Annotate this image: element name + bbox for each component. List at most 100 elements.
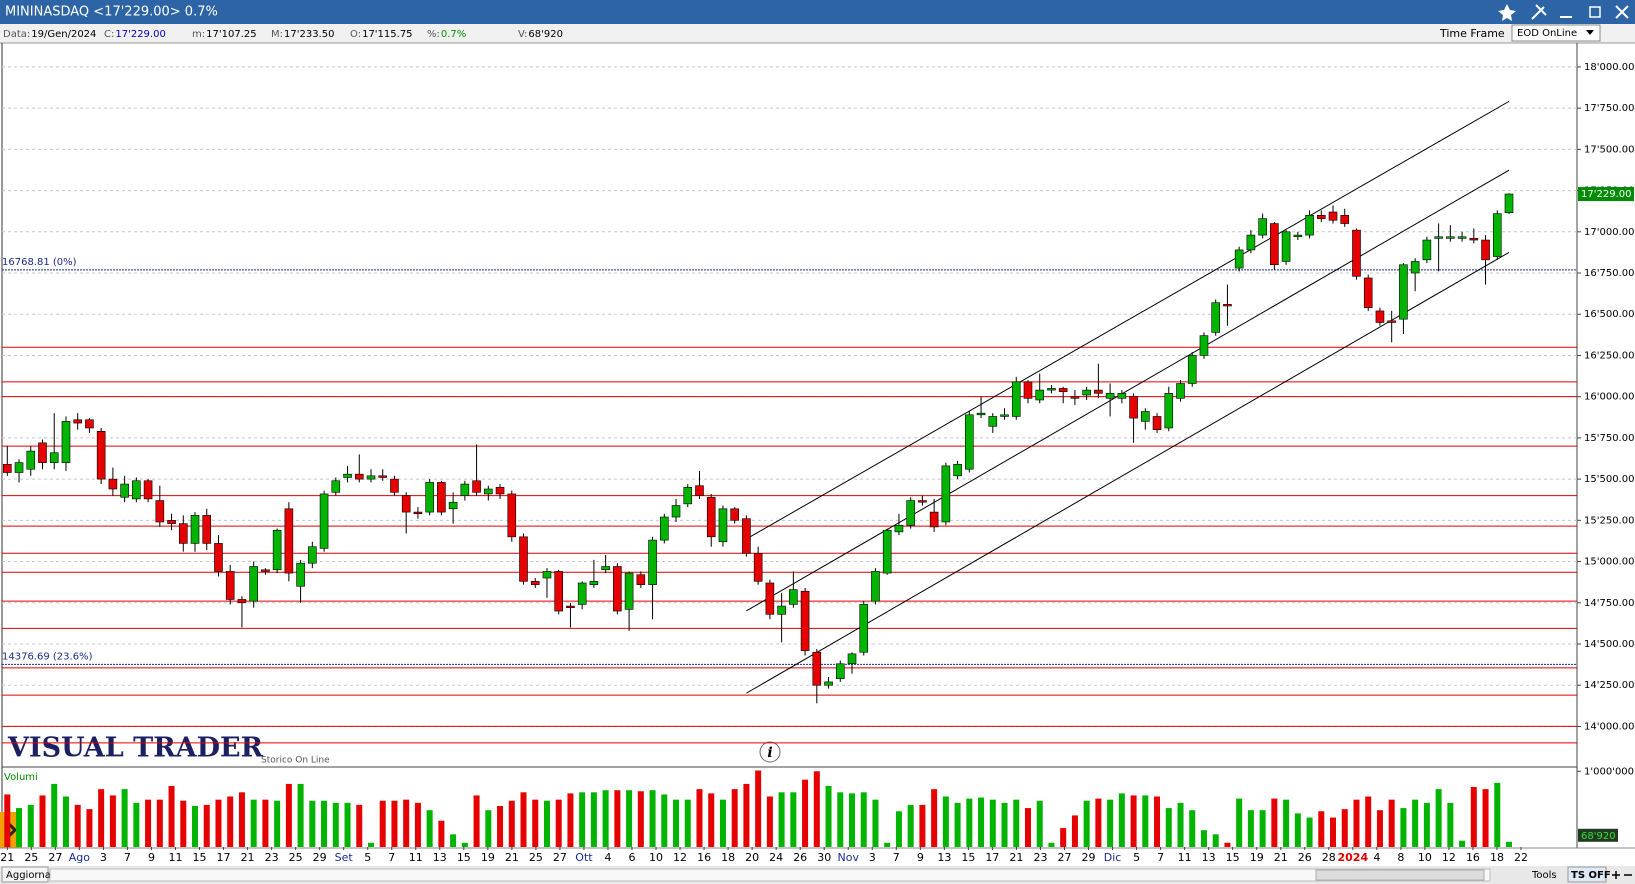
volume-bar bbox=[543, 800, 550, 847]
pin-button[interactable] bbox=[1531, 4, 1547, 20]
volume-bar bbox=[145, 799, 152, 847]
restore-button[interactable] bbox=[1589, 6, 1601, 18]
x-tick-label: 10 bbox=[1418, 851, 1432, 864]
x-tick-label: Ott bbox=[575, 851, 593, 864]
y-tick-label: 16'750.00 bbox=[1584, 268, 1634, 279]
scrollbar[interactable] bbox=[49, 868, 1491, 882]
candle-body bbox=[1117, 393, 1127, 399]
x-tick-label: 21 bbox=[1009, 851, 1023, 864]
candle-body bbox=[1481, 239, 1490, 261]
candle-body bbox=[589, 581, 599, 585]
volume-bar bbox=[755, 770, 762, 847]
candle-body bbox=[859, 604, 869, 653]
candle-body bbox=[1316, 215, 1326, 219]
volume-bar bbox=[238, 792, 245, 847]
volume-bar bbox=[215, 799, 222, 847]
volume-bar bbox=[813, 771, 820, 847]
x-tick-label: 29 bbox=[1082, 851, 1096, 864]
volume-bar bbox=[192, 805, 199, 847]
candle-body bbox=[296, 562, 305, 587]
x-tick-label: 23 bbox=[1033, 851, 1047, 864]
minimize-button[interactable] bbox=[1560, 16, 1572, 18]
candle-body bbox=[1023, 381, 1033, 399]
x-tick-label: 8 bbox=[1397, 851, 1404, 864]
candle-body bbox=[1199, 335, 1209, 356]
info-button[interactable] bbox=[759, 741, 781, 763]
close-button[interactable] bbox=[1615, 5, 1629, 19]
x-tick-label: 16 bbox=[1466, 851, 1480, 864]
candle-body bbox=[249, 566, 258, 602]
volume-bar bbox=[203, 804, 210, 847]
tools-label[interactable]: Tools bbox=[1531, 870, 1557, 881]
window-title: MININASDAQ <17'229.00> 0.7% bbox=[5, 5, 218, 20]
volume-bar bbox=[884, 842, 891, 847]
x-tick-label: 18 bbox=[1490, 851, 1504, 864]
favorite-button[interactable] bbox=[1498, 4, 1516, 21]
x-tick-label: 21 bbox=[241, 851, 255, 864]
volume-bar bbox=[1118, 793, 1125, 847]
volume-bar bbox=[321, 800, 328, 847]
candle-body bbox=[261, 569, 270, 572]
volume-bar bbox=[156, 799, 163, 847]
time-frame-label: Time Frame bbox=[1439, 27, 1505, 40]
info-value: 0.7% bbox=[441, 29, 466, 40]
info-fields: Data: 19/Gen/2024 C: 17'229.00 m: 17'107.25 M:… bbox=[3, 29, 563, 40]
candle-body bbox=[812, 651, 822, 686]
volume-bar bbox=[1001, 802, 1008, 847]
volume-bar bbox=[1165, 808, 1172, 847]
volume-bar bbox=[180, 800, 187, 847]
volume-bar bbox=[1060, 828, 1067, 847]
info-value: 17'233.50 bbox=[284, 29, 334, 40]
volume-bar bbox=[1330, 817, 1337, 847]
x-tick-label: 9 bbox=[917, 851, 924, 864]
candle-body bbox=[225, 571, 235, 600]
candle-body bbox=[1504, 193, 1514, 214]
last-volume-label: 68'920 bbox=[1581, 831, 1616, 842]
candle-body bbox=[401, 495, 411, 513]
volume-bar bbox=[1189, 810, 1196, 847]
volume-bar bbox=[719, 799, 726, 847]
candle-body bbox=[319, 493, 329, 549]
candle-body bbox=[1234, 249, 1244, 269]
volume-bar bbox=[1212, 834, 1219, 847]
fib-label: 14376.69 (23.6%) bbox=[2, 651, 93, 662]
x-tick-label: 21 bbox=[505, 851, 519, 864]
volume-bar bbox=[1154, 796, 1161, 847]
info-label: Data: bbox=[3, 29, 30, 40]
candle-body bbox=[378, 475, 388, 478]
refresh-button[interactable] bbox=[1, 866, 49, 883]
volume-bar bbox=[1494, 782, 1501, 847]
dropdown-arrow[interactable] bbox=[1586, 30, 1594, 35]
y-tick-label: 16'250.00 bbox=[1584, 350, 1634, 361]
scroll-thumb[interactable] bbox=[1315, 869, 1485, 881]
volume-bar bbox=[696, 789, 703, 847]
candle-body bbox=[566, 605, 575, 609]
volume-bar bbox=[274, 800, 281, 847]
volume-bar bbox=[262, 799, 269, 847]
time-frame-select[interactable] bbox=[1511, 24, 1601, 42]
y-tick-label: 17'500.00 bbox=[1584, 144, 1634, 155]
volume-bar bbox=[98, 789, 105, 847]
volume-bar bbox=[1095, 798, 1102, 847]
x-tick-label: 15 bbox=[1226, 851, 1240, 864]
info-value: 17'115.75 bbox=[362, 29, 412, 40]
zoom-buttons[interactable] bbox=[1612, 871, 1632, 879]
candle-body bbox=[519, 536, 528, 582]
volume-bar bbox=[1506, 841, 1512, 847]
candle-body bbox=[61, 421, 71, 463]
volume-bar bbox=[1236, 798, 1243, 847]
volume-bar bbox=[649, 790, 656, 847]
x-tick-label: 25 bbox=[24, 851, 38, 864]
ts-label: TS OFF bbox=[1571, 870, 1611, 881]
volume-bar bbox=[168, 785, 175, 847]
ts-button[interactable] bbox=[1567, 866, 1607, 883]
volume-bar bbox=[309, 800, 316, 847]
candle-body bbox=[882, 529, 892, 574]
candle-body bbox=[765, 582, 775, 615]
candle-body bbox=[835, 663, 845, 679]
candle-body bbox=[507, 493, 517, 538]
volume-bar bbox=[250, 799, 257, 847]
candle-body bbox=[1305, 215, 1314, 236]
volume-bar bbox=[438, 820, 445, 847]
